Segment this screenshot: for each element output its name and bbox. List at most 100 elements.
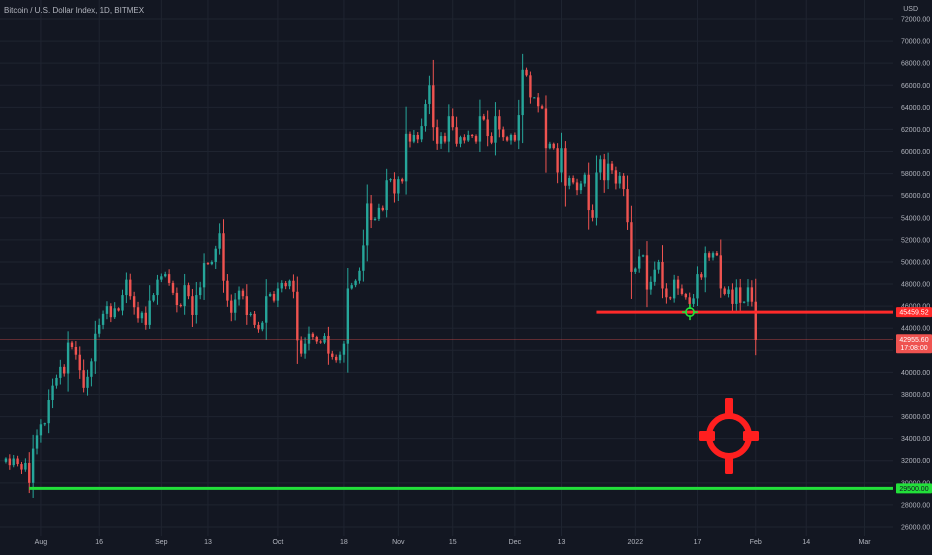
candle-body bbox=[195, 295, 198, 315]
candle bbox=[630, 205, 633, 299]
candle bbox=[362, 229, 365, 282]
candle bbox=[358, 267, 361, 284]
candle-body bbox=[540, 106, 544, 109]
candle-body bbox=[55, 377, 58, 386]
grid bbox=[0, 0, 893, 536]
candle-body bbox=[435, 127, 439, 144]
candle-body bbox=[571, 178, 575, 183]
candle-body bbox=[366, 203, 369, 246]
candle-body bbox=[78, 354, 81, 371]
candle bbox=[175, 287, 179, 313]
y-tick-label: 54000.00 bbox=[901, 215, 930, 222]
candle-body bbox=[66, 342, 70, 374]
candle bbox=[661, 245, 664, 299]
candle bbox=[230, 294, 233, 322]
candle bbox=[692, 293, 695, 307]
candle bbox=[253, 311, 256, 328]
current-price-tag-text: 42955.60 bbox=[899, 337, 928, 344]
candle bbox=[12, 454, 15, 468]
candle bbox=[226, 274, 229, 307]
candle bbox=[536, 93, 540, 113]
candle bbox=[637, 249, 641, 273]
candle-body bbox=[28, 462, 31, 483]
candle-body bbox=[622, 175, 625, 190]
candle bbox=[35, 429, 39, 455]
candle-body bbox=[296, 291, 299, 341]
candle bbox=[560, 132, 563, 183]
candle bbox=[754, 278, 757, 356]
candle bbox=[350, 282, 353, 290]
candle-body bbox=[502, 129, 505, 138]
candle-body bbox=[439, 136, 443, 144]
candle-body bbox=[606, 163, 610, 181]
candle-body bbox=[144, 312, 148, 325]
y-tick-label: 72000.00 bbox=[901, 17, 930, 24]
candle-body bbox=[603, 159, 606, 181]
candle-body bbox=[443, 136, 447, 142]
candle-body bbox=[665, 288, 668, 298]
candle-body bbox=[416, 134, 419, 140]
candle bbox=[502, 126, 505, 141]
x-tick-label: 15 bbox=[449, 539, 457, 546]
candle-body bbox=[591, 210, 594, 218]
candle-body bbox=[74, 346, 78, 355]
candle-body bbox=[261, 322, 264, 330]
candle bbox=[109, 303, 113, 323]
candle bbox=[579, 180, 583, 194]
y-tick-label: 66000.00 bbox=[901, 83, 930, 90]
candle bbox=[311, 332, 315, 340]
candle bbox=[245, 284, 249, 325]
candle bbox=[20, 461, 23, 474]
candle bbox=[404, 106, 408, 195]
candle bbox=[521, 53, 524, 144]
candle bbox=[529, 71, 532, 104]
candle-body bbox=[478, 116, 482, 142]
candle bbox=[393, 172, 396, 203]
candle-body bbox=[230, 300, 233, 313]
candle-body bbox=[164, 274, 167, 277]
candle bbox=[288, 279, 291, 290]
candle bbox=[51, 378, 54, 409]
candle-body bbox=[148, 300, 151, 325]
target-arm-top bbox=[725, 398, 733, 418]
candle-body bbox=[455, 127, 458, 144]
candle-body bbox=[319, 341, 322, 343]
candle-body bbox=[645, 255, 649, 290]
candle bbox=[556, 143, 559, 184]
candle-body bbox=[16, 458, 19, 465]
candle-body bbox=[467, 134, 470, 141]
candle bbox=[167, 269, 171, 286]
candle-body bbox=[253, 313, 256, 325]
candle-body bbox=[94, 333, 97, 362]
candle-body bbox=[704, 253, 707, 278]
candle-body bbox=[490, 136, 493, 143]
candle bbox=[544, 95, 548, 173]
candle bbox=[307, 326, 311, 351]
candle bbox=[86, 369, 89, 396]
candle bbox=[470, 133, 474, 139]
candle bbox=[568, 175, 571, 190]
y-tick-label: 36000.00 bbox=[901, 414, 930, 421]
candle bbox=[202, 253, 206, 300]
candle bbox=[552, 142, 555, 150]
candle bbox=[672, 274, 676, 303]
candle bbox=[70, 340, 74, 350]
candle-body bbox=[672, 279, 676, 299]
candle-body bbox=[362, 245, 365, 271]
candle-body bbox=[676, 279, 680, 289]
candle-body bbox=[385, 180, 388, 211]
candle-body bbox=[257, 324, 260, 330]
candle bbox=[727, 286, 730, 298]
candle bbox=[78, 346, 81, 379]
candle-body bbox=[39, 424, 43, 436]
candle-body bbox=[630, 222, 633, 272]
candle-body bbox=[31, 448, 35, 483]
y-tick-label: 26000.00 bbox=[901, 525, 930, 532]
y-tick-label: 62000.00 bbox=[901, 127, 930, 134]
y-tick-label: 52000.00 bbox=[901, 237, 930, 244]
candle-body bbox=[727, 289, 730, 294]
candle bbox=[132, 291, 136, 315]
x-tick-label: 14 bbox=[802, 539, 810, 546]
candle-body bbox=[505, 137, 509, 141]
